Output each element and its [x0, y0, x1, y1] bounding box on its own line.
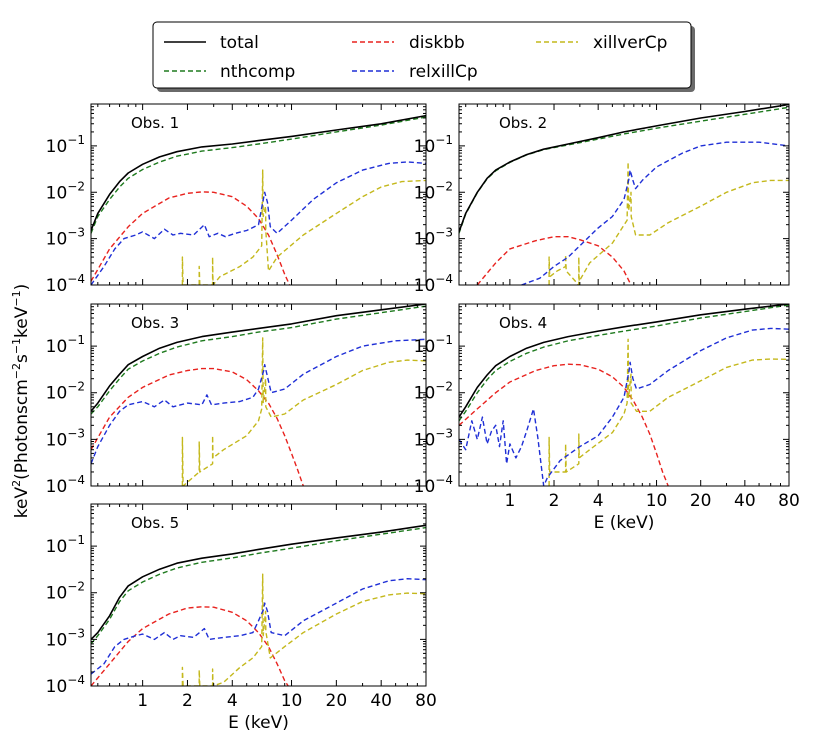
series-total: [91, 114, 426, 231]
panel-label: Obs. 5: [131, 514, 179, 532]
series-xillvercp: [181, 169, 426, 285]
y-tick-label: 10−3: [46, 626, 85, 650]
legend: total nthcomp diskbb relxillCp xillverCp: [152, 21, 695, 92]
panel-label: Obs. 4: [499, 314, 547, 332]
x-tick-label: 80: [778, 491, 800, 511]
y-tick-label: 10−2: [46, 179, 85, 203]
x-axis-title: E (keV): [594, 513, 655, 533]
y-tick-label: 10−2: [414, 179, 453, 203]
series-nthcomp: [91, 305, 426, 415]
series-diskbb: [476, 236, 632, 285]
panel-3-series: [91, 304, 426, 486]
panel-label: Obs. 2: [499, 114, 547, 132]
y-tick-label: 10−3: [414, 226, 453, 250]
legend-label-xillvercp: xillverCp: [593, 33, 667, 53]
legend-label-total: total: [220, 33, 259, 53]
x-tick-label: 20: [326, 691, 348, 711]
legend-label-diskbb: diskbb: [409, 33, 465, 53]
series-nthcomp: [459, 304, 789, 422]
panel-3: 10−4 10−3 10−2 10−1 Obs. 3: [46, 303, 427, 497]
series-diskbb: [91, 606, 289, 686]
x-tick-label: 20: [690, 491, 712, 511]
legend-label-relxillcp: relxillCp: [409, 62, 478, 82]
series-total: [459, 304, 789, 418]
series-relxillcp: [91, 578, 426, 675]
series-relxillcp: [521, 141, 789, 285]
y-tick-label: 10−4: [46, 473, 85, 497]
y-tick-label: 10−1: [414, 333, 453, 357]
x-tick-label: 10: [646, 491, 668, 511]
x-tick-label: 2: [182, 691, 193, 711]
y-tick-label: 10−2: [46, 580, 85, 604]
x-tick-label: 1: [137, 691, 148, 711]
series-xillvercp: [548, 338, 789, 486]
y-tick-label: 10−2: [46, 380, 85, 404]
series-relxillcp: [459, 327, 789, 486]
y-tick-label: 10−2: [414, 380, 453, 404]
x-tick-label: 80: [415, 691, 437, 711]
panel-label: Obs. 1: [131, 114, 179, 132]
series-diskbb: [459, 363, 669, 486]
x-tick-label: 4: [227, 691, 238, 711]
x-tick-label: 40: [734, 491, 756, 511]
series-total: [91, 524, 426, 640]
series-nthcomp: [91, 526, 426, 645]
y-tick-label: 10−3: [46, 226, 85, 250]
y-tick-label: 10−4: [46, 673, 85, 697]
y-tick-label: 10−3: [46, 426, 85, 450]
panel-1: 10−4 10−3 10−2 10−1 Obs. 1: [46, 103, 427, 296]
panel-label: Obs. 3: [131, 314, 179, 332]
series-total: [91, 304, 426, 412]
panel-5-series: [91, 524, 426, 686]
series-xillvercp: [548, 161, 789, 285]
x-axis-title: E (keV): [228, 713, 289, 733]
y-tick-label: 10−1: [46, 533, 85, 557]
x-tick-label: 10: [281, 691, 303, 711]
y-tick-label: 10−1: [46, 333, 85, 357]
series-diskbb: [91, 191, 291, 285]
y-tick-label: 10−1: [414, 133, 453, 157]
series-relxillcp: [91, 338, 426, 465]
series-xillvercp: [181, 573, 426, 686]
panel-1-series: [91, 114, 426, 285]
panel-5: 10−4 10−3 10−2 10−1 1 2 4 10 20 40 80 E (keV) Obs. 5: [46, 503, 437, 733]
x-tick-label: 40: [370, 691, 392, 711]
x-tick-label: 4: [593, 491, 604, 511]
y-tick-label: 10−4: [46, 272, 85, 296]
series-total: [459, 104, 789, 233]
series-relxillcp: [91, 161, 426, 285]
legend-label-nthcomp: nthcomp: [220, 62, 295, 82]
panel-2: 10−4 10−3 10−2 10−1 Obs. 2: [414, 103, 790, 296]
y-tick-label: 10−4: [414, 272, 453, 296]
series-nthcomp: [91, 116, 426, 234]
series-xillvercp: [181, 337, 426, 486]
series-diskbb: [91, 367, 304, 486]
y-tick-label: 10−4: [414, 473, 453, 497]
panel-4: 10−4 10−3 10−2 10−1 1 2 4 10 20 40 80 E (keV) Obs. 4: [414, 303, 800, 533]
y-tick-label: 10−3: [414, 426, 453, 450]
panels: 10−4 10−3 10−2 10−1 Obs. 1 10−4 10−3 10−2 10−1 Ob…: [46, 103, 800, 733]
x-tick-label: 1: [504, 491, 515, 511]
y-axis-title: keV2(Photonscm−2s−1keV−1): [10, 284, 32, 518]
panel-2-series: [459, 104, 789, 285]
panel-4-series: [459, 304, 789, 486]
y-tick-label: 10−1: [46, 133, 85, 157]
x-tick-label: 2: [549, 491, 560, 511]
legend-frame: [152, 21, 692, 89]
